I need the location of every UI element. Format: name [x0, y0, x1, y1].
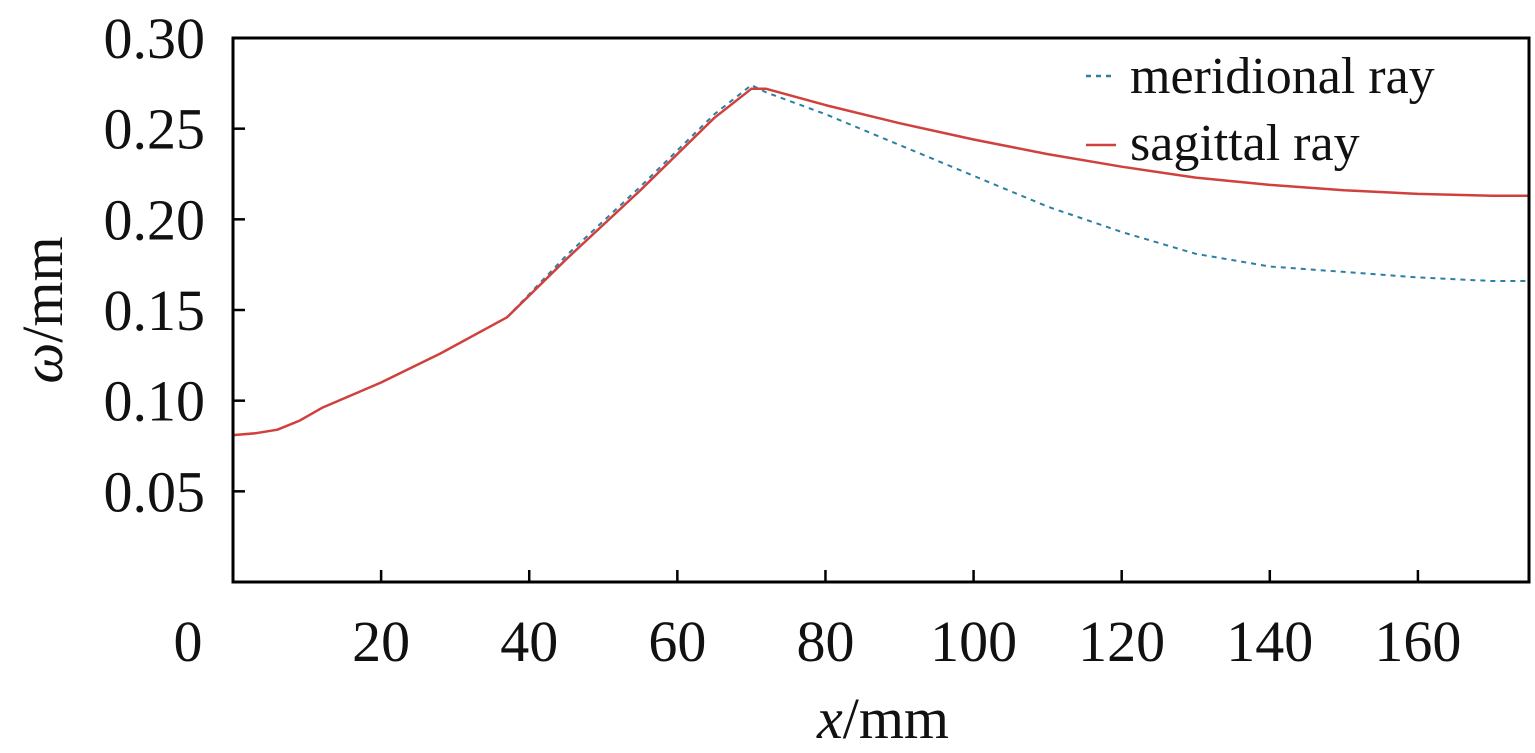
legend-label-sagittal-ray: sagittal ray	[1130, 115, 1360, 172]
x-tick-label: 80	[796, 609, 854, 674]
x-tick-label: 20	[352, 609, 410, 674]
legend: meridional ray sagittal ray	[1086, 48, 1435, 172]
plot-frame	[231, 36, 1531, 584]
series-layer	[232, 84, 1529, 437]
x-axis-title: x/mm	[816, 686, 949, 751]
series-line-sagittal-ray	[232, 87, 1529, 437]
y-tick-label: 0.30	[104, 6, 206, 71]
y-tick-label: 0.05	[104, 459, 206, 524]
x-tick-label: 160	[1374, 609, 1461, 674]
y-tick-label: 0.25	[104, 97, 206, 162]
y-axis-title: ω/mm	[10, 236, 75, 383]
legend-label-meridional-ray: meridional ray	[1130, 48, 1435, 105]
y-axis-variable: ω	[10, 343, 75, 384]
x-tick-label: 120	[1078, 609, 1165, 674]
y-tick-label: 0.15	[104, 278, 206, 343]
x-tick-label: 140	[1226, 609, 1313, 674]
y-tick-label: 0.10	[104, 369, 206, 434]
x-axis-variable: x	[816, 686, 843, 751]
x-tick-label: 60	[648, 609, 706, 674]
x-tick-label: 0	[174, 609, 203, 674]
x-axis-unit: /mm	[843, 686, 949, 751]
x-tick-label: 100	[930, 609, 1017, 674]
y-tick-label: 0.20	[104, 187, 206, 252]
x-tick-label: 40	[500, 609, 558, 674]
x-axis-ticks: 0 20 40 60 80 100 120 140 160	[174, 570, 1461, 674]
y-axis-unit: /mm	[10, 236, 75, 342]
y-axis-ticks: 0.05 0.10 0.15 0.20 0.25 0.30	[104, 6, 245, 524]
